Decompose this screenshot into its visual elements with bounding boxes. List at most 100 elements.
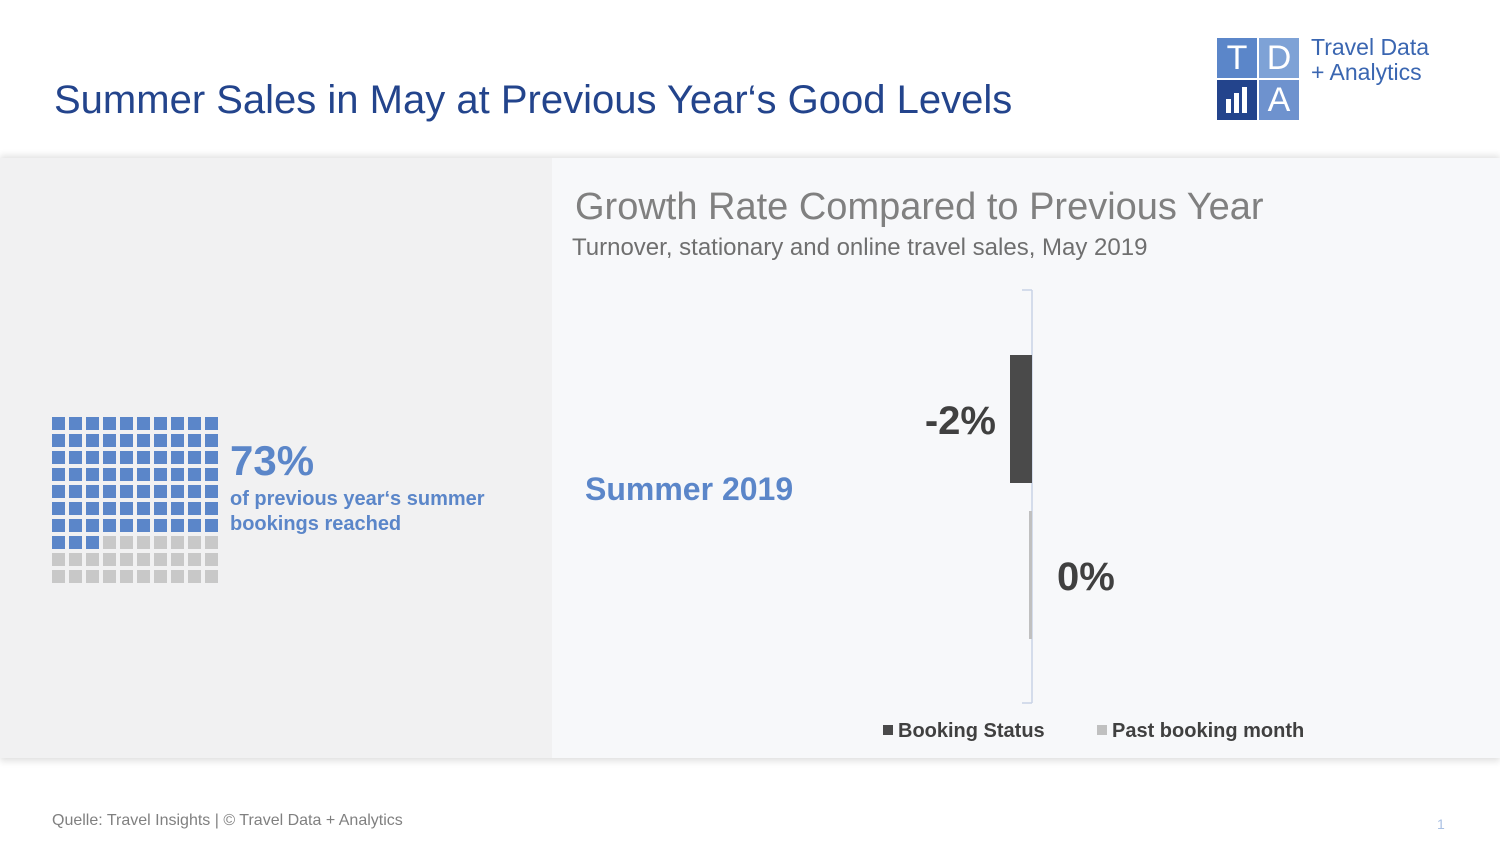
waffle-cell-filled [120, 417, 133, 430]
waffle-cell-filled [205, 485, 218, 498]
bar-chart-icon [1216, 79, 1258, 121]
waffle-cell-empty [154, 536, 167, 549]
waffle-cell-empty [69, 570, 82, 583]
waffle-cell-empty [103, 536, 116, 549]
waffle-cell-filled [137, 468, 150, 481]
waffle-cell-filled [205, 434, 218, 447]
waffle-cell-filled [69, 502, 82, 515]
waffle-cell-filled [171, 502, 184, 515]
legend-swatch [883, 725, 893, 735]
waffle-cell-filled [103, 485, 116, 498]
waffle-cell-empty [86, 553, 99, 566]
waffle-chart [52, 417, 218, 583]
waffle-cell-filled [86, 519, 99, 532]
waffle-cell-filled [205, 451, 218, 464]
waffle-cell-filled [52, 485, 65, 498]
waffle-cell-filled [154, 417, 167, 430]
waffle-cell-filled [137, 519, 150, 532]
waffle-cell-empty [69, 553, 82, 566]
summary-percent: 73% [230, 437, 315, 484]
waffle-cell-filled [52, 536, 65, 549]
waffle-cell-filled [69, 519, 82, 532]
waffle-cell-filled [52, 434, 65, 447]
waffle-cell-filled [205, 417, 218, 430]
waffle-cell-filled [86, 417, 99, 430]
waffle-cell-filled [69, 451, 82, 464]
waffle-cell-filled [86, 536, 99, 549]
bar-past-booking-month [1029, 511, 1032, 639]
waffle-cell-empty [137, 553, 150, 566]
waffle-cell-empty [205, 570, 218, 583]
waffle-cell-empty [120, 536, 133, 549]
logo-line-2: + Analytics [1311, 59, 1422, 85]
waffle-cell-filled [52, 468, 65, 481]
waffle-cell-filled [86, 468, 99, 481]
data-label: -2% [925, 399, 996, 443]
waffle-cell-filled [120, 485, 133, 498]
waffle-cell-filled [137, 502, 150, 515]
waffle-cell-filled [52, 451, 65, 464]
waffle-cell-filled [103, 451, 116, 464]
waffle-cell-filled [103, 519, 116, 532]
waffle-cell-empty [103, 553, 116, 566]
waffle-cell-filled [69, 434, 82, 447]
waffle-cell-filled [137, 451, 150, 464]
growth-bar-chart: Summer 2019 -2% 0% Booking Status Past booki… [585, 289, 1304, 742]
waffle-cell-filled [205, 519, 218, 532]
logo-line-1: Travel Data [1311, 34, 1430, 60]
waffle-cell-filled [188, 468, 201, 481]
waffle-cell-filled [120, 434, 133, 447]
chart-subtitle: Turnover, stationary and online travel s… [572, 234, 1148, 261]
page-title: Summer Sales in May at Previous Year‘s G… [54, 78, 1013, 122]
waffle-cell-filled [103, 468, 116, 481]
waffle-cell-empty [137, 536, 150, 549]
page-number: 1 [1437, 816, 1445, 832]
waffle-cell-filled [52, 417, 65, 430]
waffle-cell-filled [86, 434, 99, 447]
logo: T D A Travel Data + Analytics [1216, 34, 1448, 121]
waffle-cell-filled [86, 485, 99, 498]
waffle-cell-empty [137, 570, 150, 583]
footer-source: Quelle: Travel Insights | © Travel Data … [52, 812, 403, 829]
waffle-cell-empty [171, 553, 184, 566]
waffle-cell-filled [171, 485, 184, 498]
waffle-cell-filled [171, 468, 184, 481]
waffle-cell-filled [154, 451, 167, 464]
waffle-cell-empty [120, 553, 133, 566]
waffle-cell-filled [137, 485, 150, 498]
waffle-cell-filled [188, 434, 201, 447]
waffle-cell-empty [154, 553, 167, 566]
waffle-cell-filled [137, 417, 150, 430]
legend-label: Booking Status [898, 720, 1045, 742]
logo-mark: T D A [1216, 37, 1300, 121]
waffle-cell-filled [154, 502, 167, 515]
waffle-cell-empty [52, 553, 65, 566]
waffle-cell-filled [86, 502, 99, 515]
waffle-cell-filled [205, 502, 218, 515]
waffle-cell-filled [188, 485, 201, 498]
waffle-cell-filled [86, 451, 99, 464]
waffle-cell-filled [52, 502, 65, 515]
waffle-cell-filled [120, 519, 133, 532]
logo-letter-d: D [1258, 37, 1300, 79]
waffle-cell-empty [205, 536, 218, 549]
logo-letter-a: A [1258, 79, 1300, 121]
waffle-cell-empty [120, 570, 133, 583]
summary-description: of previous year‘s summer bookings reach… [230, 488, 485, 535]
waffle-cell-filled [120, 502, 133, 515]
category-label: Summer 2019 [585, 471, 793, 507]
waffle-cell-filled [171, 417, 184, 430]
waffle-cell-empty [154, 570, 167, 583]
waffle-cell-filled [52, 519, 65, 532]
waffle-cell-filled [69, 417, 82, 430]
waffle-cell-empty [171, 536, 184, 549]
waffle-cell-empty [205, 553, 218, 566]
waffle-cell-filled [103, 434, 116, 447]
waffle-cell-filled [205, 468, 218, 481]
waffle-cell-filled [69, 485, 82, 498]
waffle-cell-filled [137, 434, 150, 447]
waffle-cell-empty [188, 570, 201, 583]
waffle-cell-filled [171, 451, 184, 464]
waffle-cell-filled [188, 502, 201, 515]
logo-letter-t: T [1216, 37, 1258, 79]
